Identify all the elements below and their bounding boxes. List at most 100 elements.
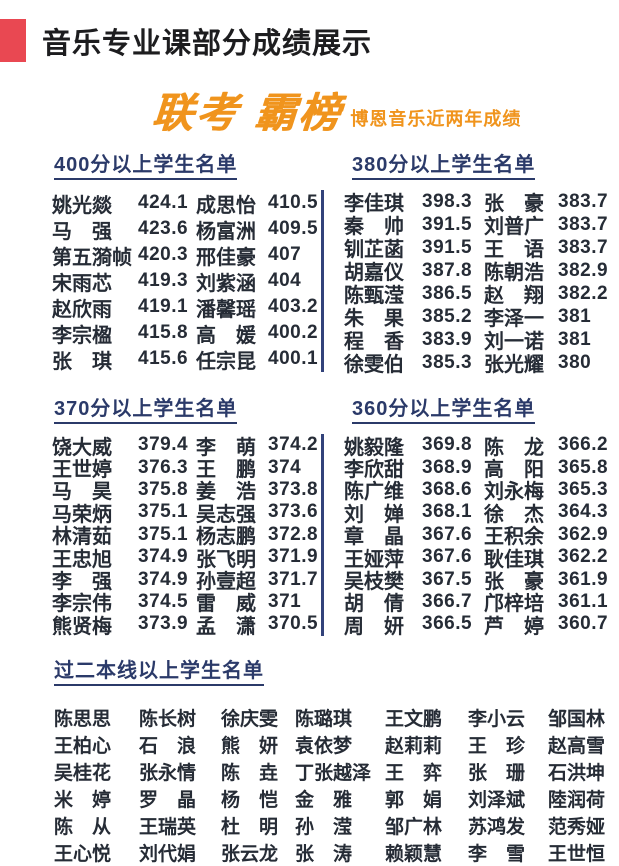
section-above-370: 370分以上学生名单 饶大威 379.4 李 萌 374.2 王世婷 376.3… [40,378,328,638]
student-name: 周 妍 [344,615,404,638]
student-name: 邝梓培 [484,593,544,616]
student-score: 382.9 [558,259,609,281]
student-name: 张 琪 [52,350,112,373]
score-row: 宋雨芯 419.3 刘紫涵 404 [40,268,321,295]
score-row: 程 香 383.9 刘一诺 381 [338,328,615,354]
score-row: 秦 帅 391.5 刘普广 383.7 [338,213,615,239]
student-score: 387.8 [422,259,473,281]
student-name: 李 雪 [468,843,526,865]
student-score: 380 [558,351,592,373]
name-row: 王心悦 刘代娟 张云龙 张 涛 赖颖慧 李 雪 王世恒 [40,839,619,866]
student-score: 419.3 [138,270,189,291]
score-row: 饶大威 379.4 李 萌 374.2 [40,434,321,459]
student-score: 385.3 [422,351,473,373]
student-name: 陈甄滢 [344,285,404,307]
student-name: 陈思思 [54,708,112,730]
student-score: 374.2 [268,434,319,456]
student-name: 张飞明 [196,548,256,571]
student-name: 赵高雪 [548,735,606,757]
student-score: 415.6 [138,348,189,369]
student-name: 刘 婵 [344,503,404,526]
student-name: 李欣甜 [344,459,404,482]
score-row: 马 强 423.6 杨富洲 409.5 [40,216,321,243]
score-row: 李宗伟 374.5 雷 威 371 [40,591,321,616]
score-table-370: 饶大威 379.4 李 萌 374.2 王世婷 376.3 王 鹏 374 马 … [40,434,324,638]
student-name: 胡 倩 [344,593,404,616]
student-score: 383.9 [422,328,473,350]
score-row: 马荣炳 375.1 吴志强 373.6 [40,501,321,526]
student-name: 王文鹏 [385,708,443,730]
student-name: 熊贤梅 [52,615,112,638]
student-score: 374.9 [138,568,189,590]
student-name: 王 弈 [385,762,443,784]
student-score: 419.1 [138,296,189,317]
student-name: 吴枝樊 [344,571,404,594]
student-name: 陈长树 [139,708,197,730]
student-name: 朱 果 [344,308,404,330]
name-row: 陈 从 王瑞英 杜 明 孙 滢 邹广林 苏鸿发 范秀娅 [40,812,619,839]
score-row: 陈广维 368.6 刘永梅 365.3 [338,478,615,504]
student-name: 林清茹 [52,526,112,549]
name-row: 吴桂花 张永情 陈 垚 丁张越泽 王 弈 张 珊 石洪坤 [40,758,619,785]
student-score: 361.9 [558,568,609,590]
student-score: 400.1 [268,348,319,369]
score-table-380: 李佳琪 398.3 张 豪 383.7 秦 帅 391.5 刘普广 383.7 … [338,190,615,377]
student-score: 364.3 [558,501,609,523]
student-score: 362.2 [558,546,609,568]
page: 音乐专业课部分成绩展示 联考 霸榜 博恩音乐近两年成绩 400分以上学生名单 姚… [0,19,619,865]
student-name: 罗 晶 [139,789,197,811]
student-name: 王积余 [484,526,544,549]
student-name: 孟 潇 [196,615,256,638]
student-score: 385.2 [422,305,473,327]
student-score: 383.7 [558,236,609,258]
student-name: 王世婷 [52,459,112,482]
student-name: 范秀娅 [548,816,606,838]
student-name: 邹广林 [385,816,443,838]
student-name: 王柏心 [54,735,112,757]
student-score: 361.1 [558,590,609,612]
banner-subtitle: 博恩音乐近两年成绩 [350,109,522,129]
student-name: 邹国林 [548,708,606,730]
student-name: 孙 滢 [295,816,353,838]
student-score: 376.3 [138,456,189,478]
section-erben-line: 过二本线以上学生名单 陈思思 陈长树 徐庆雯 陈璐琪 王文鹏 李小云 邹国林 王… [40,642,619,866]
score-row: 章 晶 367.6 王积余 362.9 [338,524,615,549]
student-name: 赵莉莉 [385,735,443,757]
section-above-400: 400分以上学生名单 姚光燚 424.1 成思怡 410.5 马 强 423.6… [40,138,328,374]
student-score: 383.7 [558,190,609,212]
student-name: 孙壹超 [196,571,256,594]
student-score: 372.8 [268,523,319,545]
student-name: 成思怡 [196,194,256,217]
score-row: 姚光燚 424.1 成思怡 410.5 [40,190,321,217]
student-score: 415.8 [138,322,189,343]
score-row: 陈甄滢 386.5 赵 翔 382.2 [338,282,615,308]
student-name: 王娅萍 [344,548,404,571]
score-row: 第五漪帧 420.3 邢佳豪 407 [40,242,321,269]
name-row: 米 婷 罗 晶 杨 恺 金 雅 郭 娟 刘泽斌 陸润荷 [40,785,619,812]
section-heading-erben: 过二本线以上学生名单 [54,654,264,686]
student-score: 373.9 [138,613,189,635]
student-name: 王 鹏 [196,459,256,482]
student-name: 陈 从 [54,816,112,838]
student-score: 365.8 [558,456,609,478]
student-score: 365.3 [558,478,609,500]
section-heading-370: 370分以上学生名单 [54,392,238,424]
student-score: 400.2 [268,322,319,343]
student-name: 姚毅隆 [344,436,404,459]
student-name: 胡嘉仪 [344,262,404,284]
student-name: 马 强 [52,220,112,243]
score-row: 马 昊 375.8 姜 浩 373.8 [40,479,321,504]
student-name: 陸润荷 [548,789,606,811]
score-row: 朱 果 385.2 李泽一 381 [338,305,615,331]
score-row: 李 强 374.9 孙壹超 371.7 [40,568,321,594]
student-name: 宋雨芯 [52,272,112,295]
student-score: 371.7 [268,568,319,590]
section-heading-400: 400分以上学生名单 [54,148,238,180]
student-name: 吴桂花 [54,762,112,784]
student-name: 张云龙 [221,843,279,865]
score-row: 李佳琪 398.3 张 豪 383.7 [338,190,615,216]
student-name: 米 婷 [54,789,112,811]
student-name: 金 雅 [295,789,353,811]
score-row: 李欣甜 368.9 高 阳 365.8 [338,456,615,482]
student-score: 403.2 [268,296,319,317]
